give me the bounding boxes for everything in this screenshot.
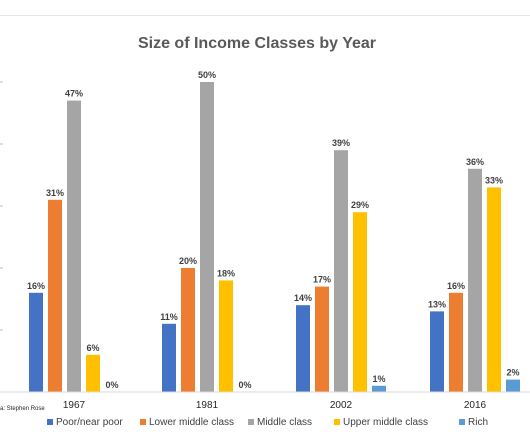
top-divider <box>0 15 530 16</box>
bar-middle-class-1967 <box>67 100 81 392</box>
legend-label-poor-near-poor: Poor/near poor <box>56 417 123 428</box>
data-label-rich-1981: 0% <box>238 380 251 390</box>
x-tick-label-1981: 1981 <box>196 400 219 411</box>
legend-swatch-lower-middle-class <box>140 419 146 425</box>
data-label-lower-middle-class-1967: 31% <box>46 188 64 198</box>
legend-swatch-rich <box>459 419 465 425</box>
x-tick-label-2016: 2016 <box>464 400 487 411</box>
legend-label-upper-middle-class: Upper middle class <box>343 417 428 428</box>
legend-label-lower-middle-class: Lower middle class <box>149 417 234 428</box>
bar-poor-near-poor-2016 <box>430 311 444 392</box>
data-label-upper-middle-class-2002: 29% <box>351 200 369 210</box>
bars-group <box>29 82 520 392</box>
bar-middle-class-1981 <box>200 82 214 392</box>
bar-upper-middle-class-1981 <box>219 280 233 392</box>
data-label-middle-class-2002: 39% <box>332 138 350 148</box>
data-label-middle-class-2016: 36% <box>466 157 484 167</box>
legend-label-middle-class: Middle class <box>257 417 312 428</box>
legend-swatch-upper-middle-class <box>334 419 340 425</box>
y-axis-ticks <box>0 81 3 393</box>
bar-upper-middle-class-1967 <box>86 354 100 392</box>
bar-poor-near-poor-2002 <box>296 305 310 392</box>
data-labels-group: 16% 31% 47% 6% 0% 11% 20% 50% 18% 0% 14%17% 39% 29% 1… <box>27 70 520 390</box>
data-label-poor-near-poor-1967: 16% <box>27 281 45 291</box>
x-axis-tick-labels: 1967 1981 2002 2016 <box>63 400 487 411</box>
legend-label-rich: Rich <box>468 417 488 428</box>
bar-poor-near-poor-1967 <box>29 292 43 392</box>
legend-swatch-middle-class <box>248 419 254 425</box>
data-label-rich-2002: 1% <box>372 374 385 384</box>
bar-rich-2002 <box>372 385 386 392</box>
bar-lower-middle-class-2016 <box>449 292 463 392</box>
data-label-poor-near-poor-1981: 11% <box>160 312 178 322</box>
data-label-poor-near-poor-2016: 13% <box>428 299 446 309</box>
data-label-middle-class-1967: 47% <box>65 89 83 99</box>
bar-lower-middle-class-2002 <box>315 286 329 392</box>
data-label-rich-2016: 2% <box>506 368 519 378</box>
data-label-lower-middle-class-2016: 16% <box>447 281 465 291</box>
bar-upper-middle-class-2002 <box>353 212 367 392</box>
x-tick-label-2002: 2002 <box>330 400 353 411</box>
bar-middle-class-2002 <box>334 150 348 392</box>
x-tick-label-1967: 1967 <box>63 400 86 411</box>
bar-middle-class-2016 <box>468 168 482 392</box>
chart-title: Size of Income Classes by Year <box>138 35 376 52</box>
bar-upper-middle-class-2016 <box>487 187 501 392</box>
source-label: a: Stephen Rose <box>0 406 45 412</box>
data-label-rich-1967: 0% <box>105 380 118 390</box>
bar-lower-middle-class-1967 <box>48 199 62 392</box>
data-label-upper-middle-class-2016: 33% <box>485 175 503 185</box>
data-label-upper-middle-class-1967: 6% <box>86 343 99 353</box>
legend-swatch-poor-near-poor <box>47 419 53 425</box>
data-label-lower-middle-class-1981: 20% <box>179 256 197 266</box>
bar-lower-middle-class-1981 <box>181 268 195 392</box>
data-label-poor-near-poor-2002: 14% <box>294 293 312 303</box>
data-label-middle-class-1981: 50% <box>198 70 216 80</box>
bar-rich-2016 <box>506 379 520 392</box>
legend: Poor/near poor Lower middle class Middle c… <box>47 417 488 428</box>
data-label-upper-middle-class-1981: 18% <box>217 268 235 278</box>
data-label-lower-middle-class-2002: 17% <box>313 275 331 285</box>
bar-poor-near-poor-1981 <box>162 323 176 392</box>
